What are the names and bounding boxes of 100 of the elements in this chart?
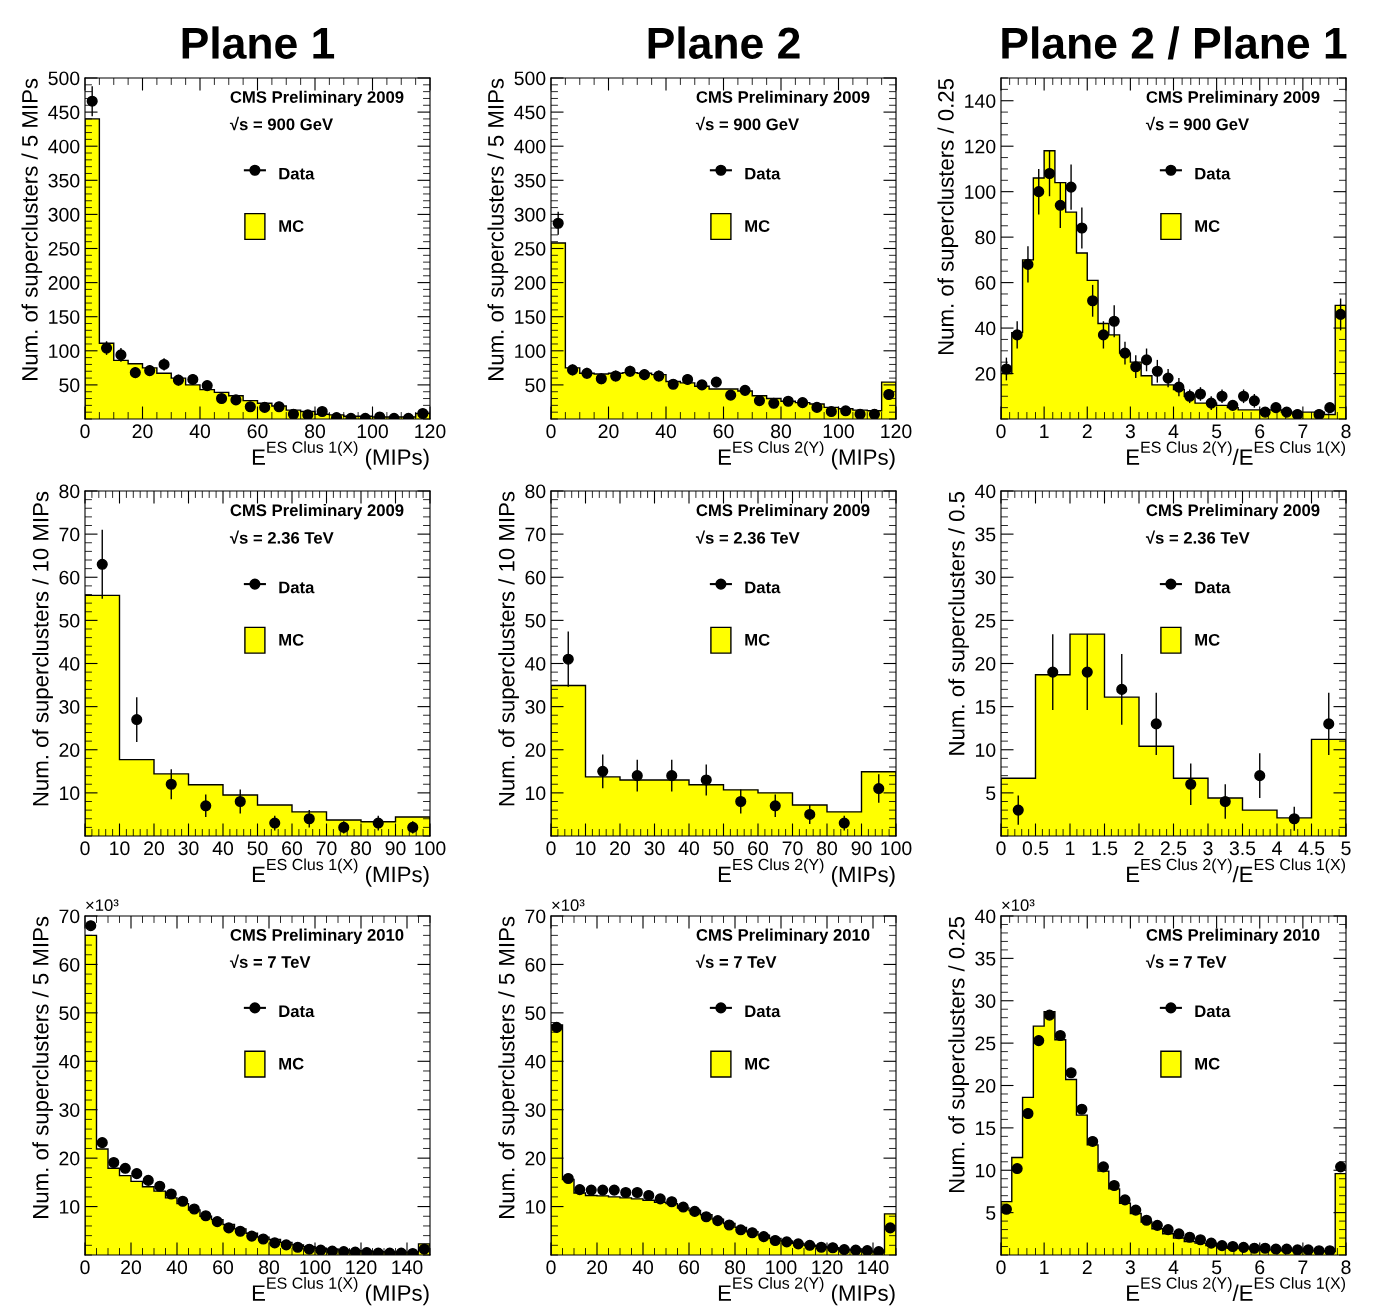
y-tick-label: 200 (48, 276, 80, 290)
annotation: √s = 7 TeV (1145, 954, 1227, 968)
x-tick-label: 30 (644, 841, 665, 856)
x-tick-label: 80 (771, 424, 792, 439)
y-tick-label: 10 (976, 1163, 996, 1178)
x-tick-label: 6 (1255, 1260, 1265, 1275)
y-tick-label: 60 (975, 276, 996, 290)
x-tick-label: 2 (1082, 424, 1092, 438)
annotation: CMS Preliminary 2009 (696, 90, 870, 107)
y-tick-label: 35 (975, 951, 996, 966)
y-tick-label: 30 (59, 700, 80, 714)
x-tick-label: 20 (610, 841, 631, 856)
y-tick-label: 15 (976, 700, 996, 714)
x-tick-label: 100 (766, 1260, 797, 1275)
annotation: √s = 7 TeV (229, 954, 311, 968)
y-tick-label: 20 (525, 1151, 546, 1166)
y-tick-label: 10 (60, 786, 80, 801)
x-tick-label: 2.5 (1160, 841, 1187, 856)
y-tick-label: 40 (524, 1054, 546, 1069)
y-tick-label: 50 (525, 378, 546, 393)
annotation: √s = 900 GeV (229, 116, 333, 131)
legend-label: MC (1195, 1057, 1220, 1070)
y-tick-label: 25 (975, 1036, 996, 1051)
y-tick-label: 25 (975, 613, 996, 628)
x-tick-label: 70 (782, 841, 803, 856)
x-tick-label: 100 (881, 841, 912, 856)
y-tick-label: 30 (525, 1103, 546, 1117)
x-tick-label: 40 (166, 1260, 188, 1275)
annotation: √s = 900 GeV (695, 116, 799, 131)
x-tick-label: 100 (357, 424, 388, 439)
y-tick-label: 500 (514, 71, 546, 86)
y-tick-label: 30 (975, 994, 996, 1008)
x-tick-label: 2 (1082, 1260, 1092, 1274)
chart-title: Plane 1 (182, 26, 335, 59)
x-tick-label: 5 (1212, 424, 1222, 439)
x-tick-label: 20 (587, 1260, 608, 1275)
y-tick-label: 450 (514, 105, 546, 120)
y-tick-label: 100 (49, 344, 80, 359)
annotation: √s = 7 TeV (695, 954, 777, 968)
legend-label: Data (1195, 581, 1231, 594)
x-tick-label: 1 (1040, 1260, 1049, 1274)
x-tick-label: 0 (80, 841, 90, 856)
y-tick-label: 70 (525, 909, 546, 924)
x-tick-label: 1 (1066, 841, 1075, 855)
x-tick-label: 3 (1125, 424, 1135, 439)
x-tick-label: 50 (713, 841, 734, 856)
x-tick-label: 40 (212, 841, 234, 856)
x-tick-label: 30 (178, 841, 199, 856)
legend-label: MC (1195, 220, 1220, 232)
x-tick-label: 40 (655, 424, 677, 439)
x-tick-label: 5 (1212, 1260, 1222, 1275)
x-tick-label: 20 (121, 1260, 142, 1275)
legend-label: MC (745, 633, 770, 646)
x-tick-label: 0 (546, 1260, 556, 1275)
annotation: √s = 900 GeV (1145, 116, 1249, 131)
x-tick-label: 6 (1255, 424, 1265, 439)
x-tick-label: 80 (725, 1260, 746, 1275)
y-tick-label: 450 (48, 105, 80, 120)
y-axis-title: Num. of superclusters / 5 MIPs (487, 78, 509, 380)
y-axis-title: Num. of superclusters / 5 MIPs (21, 78, 43, 380)
y-tick-label: 200 (514, 276, 546, 290)
y-axis-title: Num. of superclusters / 10 MIPs (32, 491, 53, 806)
annotation: CMS Preliminary 2009 (696, 503, 870, 520)
y-tick-label: 140 (965, 94, 996, 108)
y-tick-label: 60 (525, 957, 546, 972)
x-tick-label: 0 (80, 424, 90, 439)
x-tick-label: 100 (823, 424, 854, 439)
y-axis-title: Num. of superclusters / 10 MIPs (498, 491, 519, 806)
y-tick-label: 30 (525, 700, 546, 714)
x-tick-label: 3 (1203, 841, 1213, 856)
x-tick-label: 0.5 (1022, 841, 1049, 856)
y-tick-label: 5 (986, 1206, 996, 1220)
y-tick-label: 50 (525, 1006, 546, 1021)
x-tick-label: 0 (996, 1260, 1006, 1275)
x-tick-label: 60 (679, 1260, 700, 1275)
annotation: √s = 2.36 TeV (1145, 530, 1250, 544)
legend-label: Data (279, 167, 315, 180)
x-tick-label: 40 (632, 1260, 654, 1275)
x-tick-label: 0 (546, 424, 556, 439)
x-tick-label: 60 (748, 841, 769, 856)
x-tick-label: 8 (1341, 1260, 1351, 1275)
y-axis-title: Num. of superclusters / 0.25 (948, 916, 969, 1193)
y-tick-label: 80 (59, 484, 80, 499)
legend-label: Data (745, 1005, 781, 1018)
y-tick-label: 40 (974, 909, 996, 924)
y-tick-label: 30 (59, 1103, 80, 1117)
y-tick-label: 100 (965, 185, 996, 199)
x-tick-label: 0 (996, 841, 1006, 856)
x-tick-label: 60 (713, 424, 734, 439)
y-tick-label: 20 (975, 1078, 996, 1093)
x-tick-label: 80 (817, 841, 838, 856)
annotation: CMS Preliminary 2010 (1146, 928, 1320, 945)
y-tick-label: 15 (976, 1121, 996, 1136)
annotation: CMS Preliminary 2009 (1146, 503, 1320, 520)
x-tick-label: 8 (1341, 424, 1351, 439)
x-tick-label: 1.5 (1092, 841, 1118, 856)
legend-label: MC (1195, 633, 1220, 646)
x-tick-label: 40 (678, 841, 700, 856)
y-tick-label: 60 (59, 957, 80, 972)
x-tick-label: 10 (576, 841, 596, 856)
